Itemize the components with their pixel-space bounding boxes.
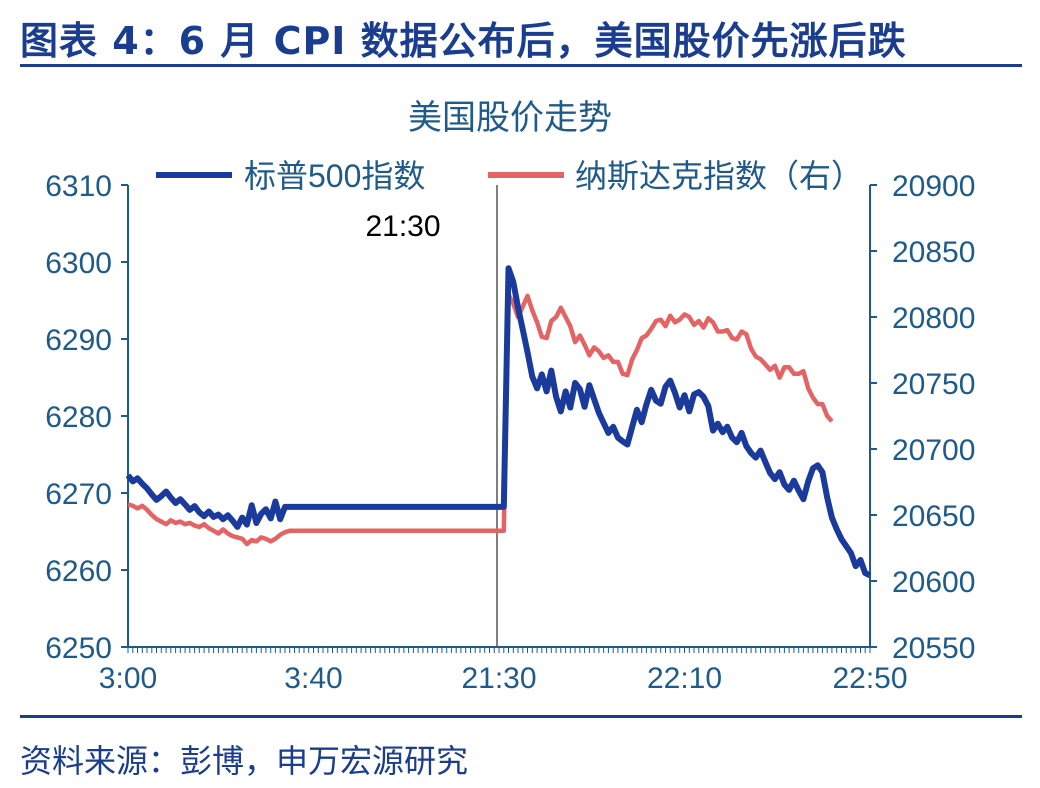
- source-note: 资料来源：彭博，申万宏源研究: [20, 742, 469, 780]
- x-tick-label: 3:40: [284, 662, 342, 695]
- legend: 标普500指数 纳斯达克指数（右）: [156, 158, 863, 194]
- chart-title: 美国股价走势: [408, 99, 612, 137]
- x-tick-label: 3:00: [99, 662, 157, 695]
- source-rule: [20, 715, 1022, 718]
- x-minor-ticks: [127, 647, 871, 653]
- right-tick-label: 20650: [892, 500, 975, 533]
- x-tick-label: 21:30: [461, 662, 536, 695]
- right-tick-label: 20900: [892, 170, 975, 203]
- left-tick-label: 6310: [45, 170, 112, 203]
- left-tick-label: 6250: [45, 632, 112, 665]
- left-tick-label: 6280: [45, 401, 112, 434]
- legend-label-sp500: 标普500指数: [244, 158, 425, 194]
- left-tick-label: 6260: [45, 555, 112, 588]
- series-line-nasdaq: [127, 292, 834, 547]
- series-group: [125, 185, 872, 647]
- left-tick-label: 6300: [45, 247, 112, 280]
- series-line-sp500: [125, 265, 872, 579]
- title-rule: [20, 64, 1022, 67]
- legend-label-nasdaq: 纳斯达克指数（右）: [575, 158, 863, 194]
- right-tick-label: 20550: [892, 632, 975, 665]
- figure-title: 图表 4：6 月 CPI 数据公布后，美国股价先涨后跌: [20, 19, 907, 63]
- axes: 6250 6260 6270 6280 6290 6300 6310 20550 20600 20…: [45, 170, 975, 695]
- stock-chart: 美国股价走势 标普500指数 纳斯达克指数（右） 6250 6260 6270 628…: [45, 99, 975, 695]
- annotation-label: 21:30: [365, 210, 440, 243]
- right-tick-label: 20700: [892, 434, 975, 467]
- right-tick-label: 20800: [892, 302, 975, 335]
- right-tick-label: 20600: [892, 566, 975, 599]
- x-tick-label: 22:50: [832, 662, 907, 695]
- right-tick-label: 20850: [892, 236, 975, 269]
- right-tick-label: 20750: [892, 368, 975, 401]
- left-tick-label: 6270: [45, 478, 112, 511]
- x-tick-label: 22:10: [647, 662, 722, 695]
- left-tick-label: 6290: [45, 324, 112, 357]
